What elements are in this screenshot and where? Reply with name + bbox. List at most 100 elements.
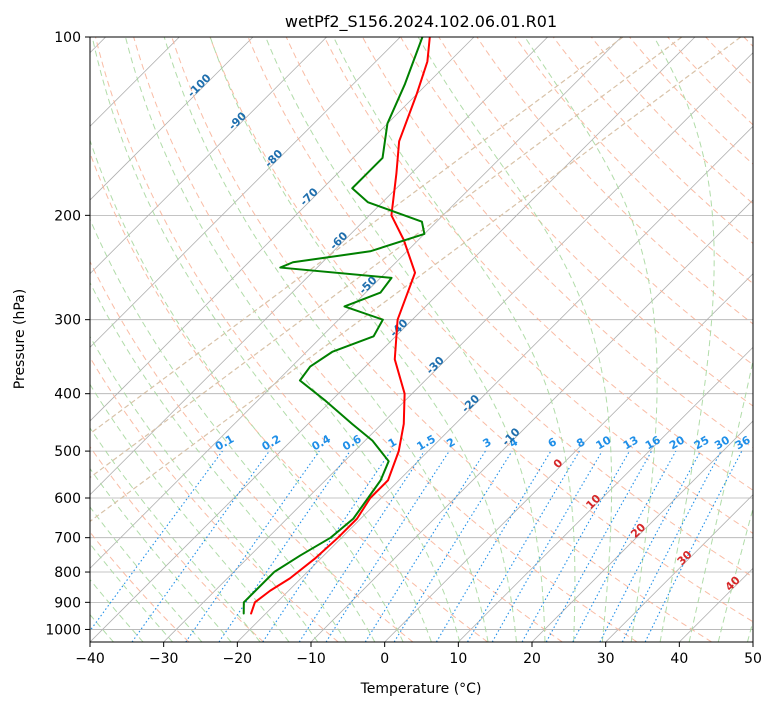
moist-adiabat-line	[91, 37, 432, 642]
mixing-ratio-line	[599, 450, 702, 642]
mixing-ratio-line	[545, 450, 653, 642]
dry-adiabat-line	[476, 37, 753, 325]
moist-adiabat-line	[124, 37, 461, 642]
mixing-ratio-label: 0.4	[310, 432, 334, 453]
isotherm-value-label: -100	[185, 71, 214, 100]
y-tick-label: 300	[54, 313, 81, 329]
mixing-ratio-label: 13	[621, 433, 641, 452]
isotherm-line	[90, 37, 254, 201]
y-tick-label: 600	[54, 491, 81, 507]
x-tick-label: 20	[523, 651, 541, 667]
mixing-ratio-label: 6	[546, 435, 559, 450]
isotherm-value-label: -30	[424, 354, 447, 377]
isotherm-value-label: -90	[226, 109, 249, 132]
x-tick-label: −20	[223, 651, 253, 667]
isotherm-value-label: -20	[459, 392, 482, 415]
dry-adiabat-line	[90, 260, 414, 642]
isotherm-value-label: 40	[723, 573, 743, 593]
isotherm-line	[163, 52, 753, 642]
dry-adiabat-line	[171, 37, 713, 642]
moist-adiabat-line	[90, 218, 376, 642]
chart-title: wetPf2_S156.2024.102.06.01.R01	[285, 12, 557, 32]
moist-adiabat-line	[90, 467, 232, 642]
mixing-ratio-line	[435, 450, 552, 642]
isotherm-line	[531, 420, 753, 642]
mixing-ratio-line	[131, 450, 270, 642]
dry-adiabat-line	[400, 37, 753, 407]
mixing-ratio-line	[572, 450, 677, 642]
y-tick-label: 900	[54, 595, 81, 611]
moist-adiabat-line	[209, 37, 517, 642]
moist-adiabat-line	[90, 506, 203, 642]
dry-adiabat-line	[705, 37, 753, 87]
plot-frame	[89, 36, 754, 643]
y-axis-label: Pressure (hPa)	[12, 289, 28, 389]
mixing-ratio-label: 8	[574, 435, 587, 450]
moist-adiabat-line	[90, 578, 144, 642]
x-tick-label: 0	[380, 651, 389, 667]
y-tick-label: 100	[54, 30, 81, 46]
axes: −40 −30 −20 −10 0 10 20 30 40 5010020030040050060…	[45, 30, 762, 667]
mixing-ratio-label: 20	[667, 433, 687, 452]
tan-reference-line	[90, 37, 683, 479]
mixing-ratio-line	[218, 450, 351, 642]
isotherm-value-label: -80	[262, 147, 285, 170]
dry-adiabat-line	[209, 37, 753, 623]
moist-adiabat-line	[688, 358, 753, 642]
moist-adiabat-line	[333, 37, 576, 642]
mixing-ratio-line	[393, 450, 513, 642]
mixing-ratio-line	[364, 450, 486, 642]
dry-adiabat-line	[438, 37, 753, 366]
y-tick-label: 500	[54, 444, 81, 460]
x-tick-label: −30	[149, 651, 179, 667]
x-axis-label: Temperature (°C)	[360, 681, 482, 697]
mixing-ratio-line	[298, 450, 425, 642]
mixing-ratio-label: 1.5	[414, 432, 437, 453]
mixing-ratio-line	[90, 450, 223, 632]
isotherm-line	[90, 37, 327, 275]
y-tick-label: 200	[54, 208, 81, 224]
y-tick-label: 400	[54, 387, 81, 403]
dry-adiabat-line	[514, 37, 753, 285]
temperature-profile-line	[250, 37, 431, 615]
isotherm-value-label: -60	[327, 229, 350, 252]
mixing-ratio-label: 1	[386, 435, 399, 450]
moist-adiabat-line	[90, 138, 404, 642]
y-tick-label: 800	[54, 565, 81, 581]
dry-adiabat-line	[247, 37, 753, 578]
mixing-ratio-line	[467, 450, 580, 642]
isotherm-line	[605, 494, 753, 642]
mixing-ratio-line	[521, 450, 630, 642]
isotherm-line	[679, 567, 753, 642]
dry-adiabat-line	[629, 37, 753, 165]
plot-area: 0.1 0.2 0.4 0.6 1 1.5 2 3 4 6 8 10 13 16 20 25 30 36-100-…	[90, 37, 753, 642]
tan-reference-line	[90, 37, 742, 523]
isotherm-value-label: 10	[583, 492, 603, 512]
x-tick-label: 10	[449, 651, 467, 667]
isotherm-line	[384, 273, 753, 642]
moist-adiabat-line	[653, 37, 715, 642]
x-tick-label: −10	[296, 651, 326, 667]
moist-adiabat-line	[90, 281, 347, 642]
isotherm-line	[310, 199, 753, 642]
dry-adiabat-line	[90, 531, 190, 642]
moist-adiabat-line	[163, 37, 489, 642]
mixing-ratio-label: 0.2	[260, 432, 283, 453]
mixing-ratio-label: 0.6	[340, 432, 364, 453]
dry-adiabat-line	[90, 151, 488, 642]
moist-adiabat-line	[717, 506, 753, 642]
isotherm-value-label: -70	[298, 185, 321, 208]
isotherm-line	[90, 37, 548, 496]
mixing-ratio-label: 3	[480, 435, 493, 450]
dewpoint-profile-line	[242, 37, 426, 615]
mixing-ratio-label: 16	[643, 433, 663, 452]
tan-reference-line	[90, 37, 624, 435]
y-tick-label: 1000	[45, 622, 81, 638]
isotherm-line	[90, 37, 401, 348]
x-tick-label: 30	[597, 651, 615, 667]
isotherm-line	[752, 641, 753, 642]
isotherm-line	[90, 37, 622, 569]
moist-adiabat-line	[417, 37, 613, 642]
dry-adiabat-line	[95, 37, 563, 642]
